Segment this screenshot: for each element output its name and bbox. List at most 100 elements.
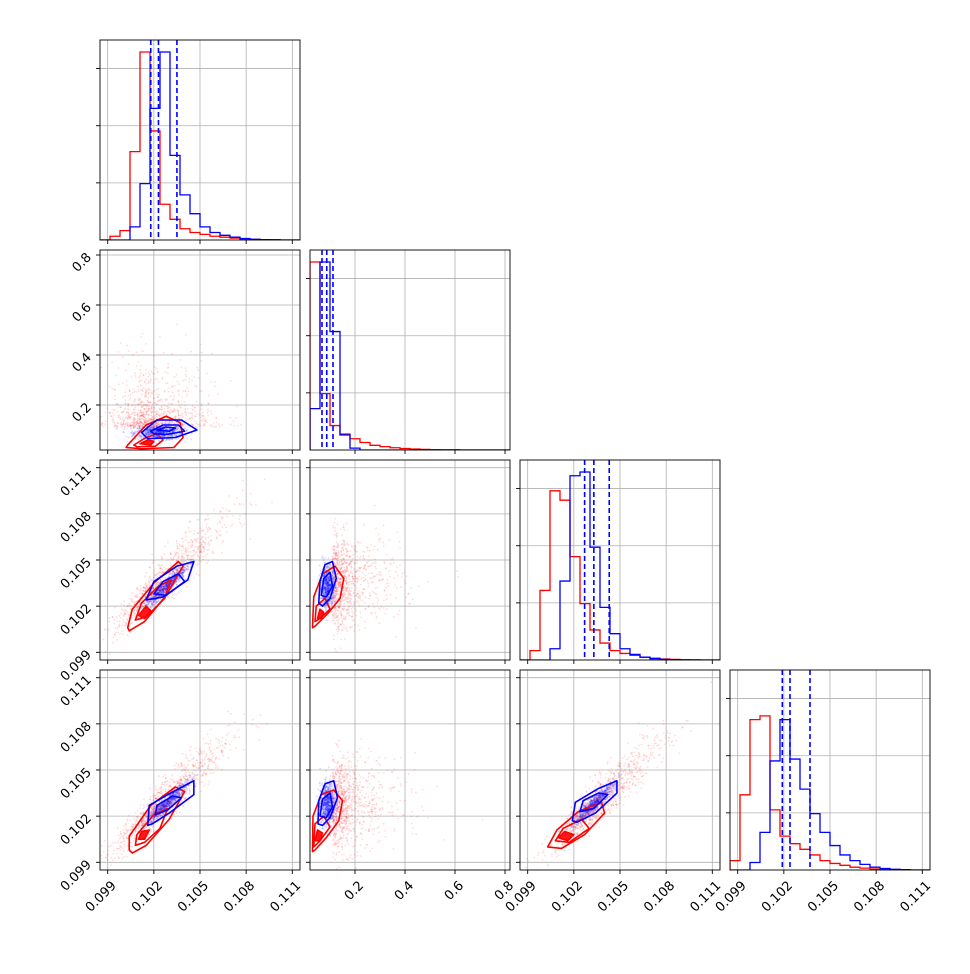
panel-content bbox=[313, 505, 459, 653]
scatter-point bbox=[182, 541, 184, 543]
scatter-point bbox=[210, 424, 212, 426]
scatter-point bbox=[178, 592, 180, 594]
scatter-point bbox=[173, 398, 175, 400]
scatter-point bbox=[134, 398, 136, 400]
scatter-point bbox=[367, 550, 369, 552]
scatter-point bbox=[333, 639, 335, 641]
scatter-point bbox=[142, 598, 144, 600]
scatter-point bbox=[138, 423, 140, 425]
scatter-point bbox=[153, 572, 155, 574]
scatter-point bbox=[196, 367, 198, 369]
scatter-point bbox=[131, 600, 133, 602]
scatter-point bbox=[176, 545, 178, 547]
scatter-point bbox=[154, 366, 156, 368]
scatter-point bbox=[161, 378, 163, 380]
scatter-point bbox=[140, 372, 142, 374]
scatter-point bbox=[184, 557, 186, 559]
scatter-point bbox=[197, 369, 199, 371]
scatter-point bbox=[178, 553, 180, 555]
scatter-point bbox=[136, 365, 138, 367]
scatter-point bbox=[170, 565, 172, 567]
scatter-point bbox=[147, 420, 149, 422]
scatter-point bbox=[125, 370, 127, 372]
scatter-point bbox=[199, 563, 201, 565]
scatter-point bbox=[152, 393, 154, 395]
scatter-point bbox=[148, 392, 150, 394]
scatter-point bbox=[109, 412, 111, 414]
scatter-point bbox=[150, 419, 152, 421]
scatter-point bbox=[117, 411, 119, 413]
scatter-point bbox=[206, 549, 208, 551]
scatter-point bbox=[218, 534, 220, 536]
scatter-point bbox=[187, 565, 189, 567]
scatter-point bbox=[122, 422, 124, 424]
scatter-point bbox=[131, 432, 133, 434]
scatter-point bbox=[178, 404, 180, 406]
scatter-point bbox=[189, 542, 191, 544]
scatter-point bbox=[101, 424, 103, 426]
scatter-point bbox=[191, 423, 193, 425]
scatter-point bbox=[320, 570, 322, 572]
scatter-point bbox=[159, 567, 161, 569]
scatter-point bbox=[135, 422, 137, 424]
scatter-point bbox=[89, 387, 91, 389]
scatter-point bbox=[184, 411, 186, 413]
scatter-point bbox=[124, 613, 126, 615]
scatter-point bbox=[176, 584, 178, 586]
scatter-point bbox=[140, 588, 142, 590]
scatter-point bbox=[187, 408, 189, 410]
scatter-point bbox=[129, 418, 131, 420]
scatter-point bbox=[195, 422, 197, 424]
scatter-point bbox=[173, 395, 175, 397]
scatter-point bbox=[122, 633, 124, 635]
scatter-point bbox=[120, 342, 122, 344]
scatter-point bbox=[201, 403, 203, 405]
scatter-point bbox=[199, 550, 201, 552]
scatter-point bbox=[186, 558, 188, 560]
scatter-point bbox=[127, 412, 129, 414]
scatter-point bbox=[148, 388, 150, 390]
scatter-point bbox=[190, 531, 192, 533]
scatter-point bbox=[189, 418, 191, 420]
scatter-point bbox=[234, 504, 236, 506]
scatter-point bbox=[205, 538, 207, 540]
scatter-point bbox=[136, 351, 138, 353]
scatter-point bbox=[123, 621, 125, 623]
scatter-point bbox=[134, 375, 136, 377]
scatter-point bbox=[358, 576, 360, 578]
scatter-point bbox=[191, 415, 193, 417]
scatter-point bbox=[182, 416, 184, 418]
scatter-point bbox=[324, 591, 326, 593]
scatter-point bbox=[179, 548, 181, 550]
scatter-point bbox=[117, 404, 119, 406]
scatter-point bbox=[172, 391, 174, 393]
scatter-point bbox=[377, 599, 379, 601]
scatter-point bbox=[150, 579, 152, 581]
scatter-point bbox=[353, 568, 355, 570]
scatter-point bbox=[117, 351, 119, 353]
scatter-point bbox=[397, 531, 399, 533]
scatter-point bbox=[119, 418, 121, 420]
scatter-point bbox=[178, 400, 180, 402]
scatter-point bbox=[162, 557, 164, 559]
scatter-point bbox=[97, 413, 99, 415]
scatter-point bbox=[151, 406, 153, 408]
scatter-point bbox=[141, 415, 143, 417]
panel-content bbox=[74, 323, 243, 448]
scatter-point bbox=[326, 588, 328, 590]
scatter-point bbox=[124, 625, 126, 627]
scatter-point bbox=[149, 567, 151, 569]
scatter-point bbox=[395, 597, 397, 599]
scatter-point bbox=[108, 617, 110, 619]
scatter-point bbox=[165, 382, 167, 384]
scatter-point bbox=[220, 511, 222, 513]
scatter-point bbox=[340, 647, 342, 649]
scatter-point bbox=[123, 605, 125, 607]
scatter-point bbox=[319, 565, 321, 567]
scatter-point bbox=[188, 558, 190, 560]
scatter-point bbox=[146, 604, 148, 606]
scatter-point bbox=[121, 608, 123, 610]
scatter-point bbox=[166, 413, 168, 415]
scatter-point bbox=[185, 413, 187, 415]
